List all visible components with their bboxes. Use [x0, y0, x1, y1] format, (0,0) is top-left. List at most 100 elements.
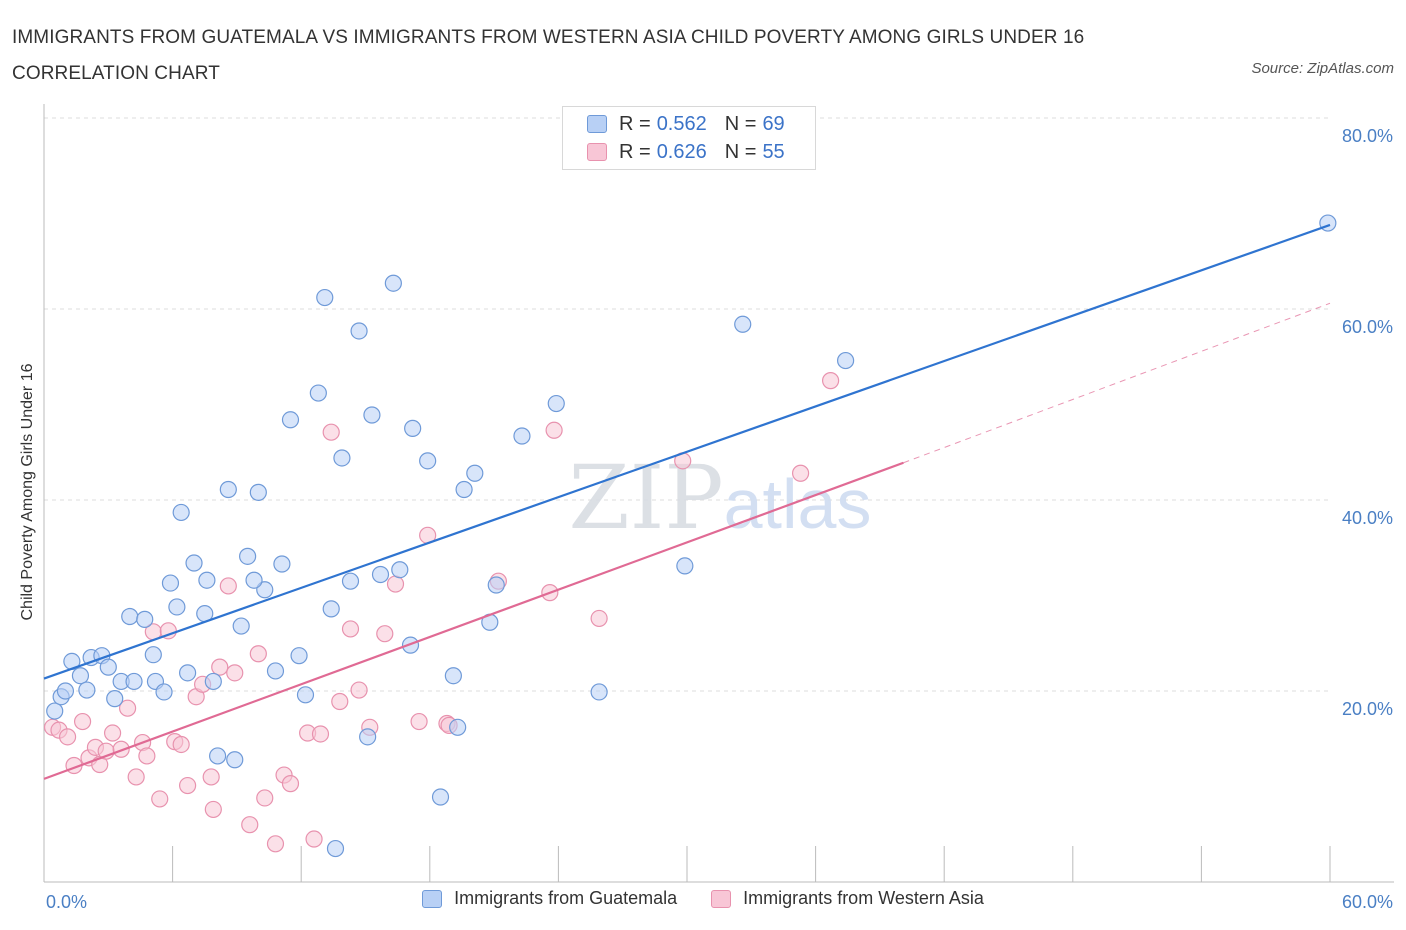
guatemala-point — [384, 274, 402, 292]
western-asia-point — [305, 830, 323, 848]
y-tick-label: 80.0% — [1342, 126, 1393, 146]
western-asia-point — [58, 728, 77, 746]
legend-item-label: Immigrants from Guatemala — [454, 888, 678, 908]
x-tick-label-max: 60.0% — [1342, 892, 1393, 912]
western-asia-point — [791, 464, 810, 482]
guatemala-point — [71, 667, 90, 685]
western-asia-point — [127, 768, 145, 786]
western-asia-point — [112, 740, 130, 758]
guatemala-point — [136, 610, 154, 628]
guatemala-trend-line — [43, 223, 1331, 680]
guatemala-point — [466, 464, 484, 482]
western-asia-point — [172, 735, 190, 754]
guatemala-point — [371, 565, 390, 584]
watermark: ZIPatlas — [569, 446, 872, 549]
western-asia-point — [249, 645, 267, 663]
guatemala-point — [185, 554, 203, 572]
guatemala-point — [455, 480, 473, 499]
grid-lines — [44, 117, 1330, 692]
guatemala-point — [363, 406, 381, 424]
guatemala-point — [245, 571, 263, 589]
guatemala-point — [99, 658, 117, 676]
guatemala-point — [209, 747, 227, 765]
western-asia-points — [43, 372, 840, 853]
western-asia-point — [151, 790, 169, 808]
western-asia-point — [204, 800, 222, 819]
western-asia-point — [226, 664, 244, 682]
legend-swatch-pink — [587, 143, 607, 161]
guatemala-point — [350, 322, 368, 340]
western-asia-point — [322, 423, 340, 441]
legend-item-label: Immigrants from Western Asia — [743, 888, 984, 908]
guatemala-point — [444, 667, 462, 685]
western-asia-point — [73, 712, 92, 731]
guatemala-point — [161, 574, 180, 592]
guatemala-point — [198, 571, 216, 589]
guatemala-point — [290, 647, 308, 665]
guatemala-point — [547, 394, 565, 413]
guatemala-point — [322, 600, 340, 618]
legend-item-guatemala[interactable]: Immigrants from Guatemala — [422, 888, 677, 909]
legend-n-value: 69 — [762, 112, 785, 135]
western-asia-point — [281, 775, 300, 793]
legend-r-value: 0.562 — [656, 112, 707, 135]
legend-n-label: N = — [724, 140, 757, 163]
guatemala-point — [431, 788, 450, 806]
western-asia-point — [179, 776, 197, 795]
guatemala-point — [226, 751, 244, 769]
axes — [43, 104, 1394, 883]
legend-n-value: 55 — [762, 140, 785, 163]
guatemala-point — [144, 646, 162, 664]
legend-swatch-blue — [587, 115, 607, 133]
western-asia-trend-line — [43, 461, 904, 780]
guatemala-point — [239, 547, 257, 565]
trend-lines — [43, 223, 1331, 780]
guatemala-point — [232, 617, 250, 635]
western-asia-point — [211, 658, 229, 676]
legend-item-western-asia[interactable]: Immigrants from Western Asia — [711, 888, 984, 909]
guatemala-point — [419, 452, 437, 470]
legend-n-label: N = — [724, 112, 757, 135]
western-asia-point — [103, 724, 122, 742]
guatemala-point — [125, 672, 143, 691]
tick-labels: 20.0% 40.0% 60.0% 80.0% 0.0% 60.0% — [46, 126, 1393, 912]
guatemala-point — [326, 839, 345, 858]
guatemala-point — [404, 419, 422, 437]
guatemala-point — [155, 683, 173, 701]
series-legend: Immigrants from Guatemala Immigrants fro… — [0, 888, 1406, 909]
legend-row-western-asia: R = 0.626 N = 55 — [587, 140, 785, 164]
guatemala-points — [46, 214, 1337, 858]
guatemala-point — [78, 681, 96, 699]
guatemala-point — [273, 555, 291, 573]
watermark-zip: ZIP — [569, 446, 724, 549]
western-asia-point — [350, 681, 368, 699]
guatemala-point — [734, 315, 752, 333]
guatemala-point — [179, 664, 197, 682]
western-asia-point — [545, 421, 563, 439]
western-asia-point — [202, 768, 220, 786]
y-tick-label: 40.0% — [1342, 508, 1393, 528]
guatemala-point — [837, 351, 855, 370]
guatemala-point — [121, 607, 139, 626]
chart-source: Source: ZipAtlas.com — [1251, 60, 1394, 77]
x-tick-label-min: 0.0% — [46, 892, 87, 912]
guatemala-point — [106, 690, 124, 708]
guatemala-point — [56, 682, 75, 700]
western-asia-point — [256, 789, 274, 807]
western-asia-point — [410, 712, 428, 731]
guatemala-point — [281, 411, 300, 429]
guatemala-point — [204, 672, 222, 691]
legend-swatch-blue — [422, 889, 443, 908]
guatemala-point — [219, 480, 237, 499]
legend-r-label: R = — [619, 112, 651, 135]
western-asia-trend-extension — [903, 302, 1331, 464]
guatemala-point — [513, 427, 531, 445]
legend-row-guatemala: R = 0.562 N = 69 — [587, 112, 785, 136]
y-tick-label: 60.0% — [1342, 317, 1393, 337]
western-asia-point — [822, 372, 840, 390]
guatemala-point — [391, 561, 409, 579]
guatemala-point — [487, 576, 505, 594]
guatemala-point — [256, 581, 274, 599]
stats-legend: R = 0.562 N = 69 R = 0.626 N = 55 — [562, 106, 816, 170]
legend-r-label: R = — [619, 140, 651, 163]
